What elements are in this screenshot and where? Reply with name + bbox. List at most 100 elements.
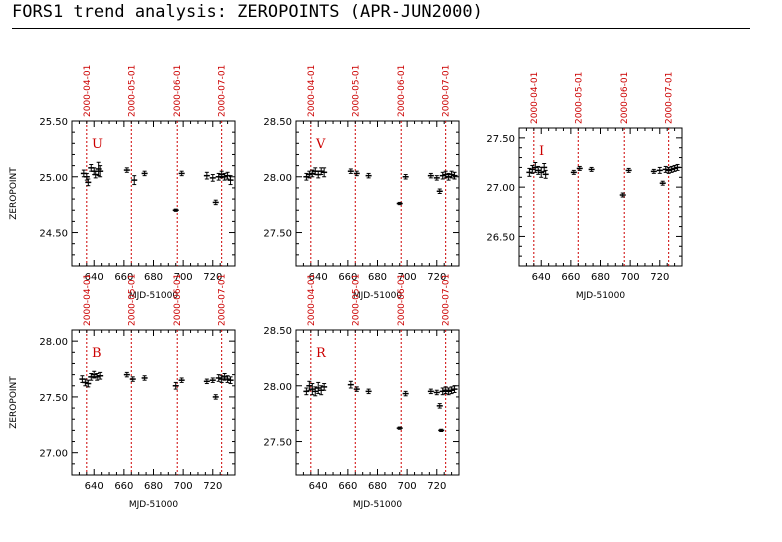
data-point bbox=[123, 371, 130, 378]
data-point bbox=[665, 166, 672, 174]
data-point bbox=[439, 387, 446, 396]
band-label: I bbox=[539, 144, 544, 159]
x-tick-label: 660 bbox=[338, 481, 357, 492]
data-point bbox=[365, 388, 372, 395]
date-marker-label: 2000-06-01 bbox=[620, 72, 630, 124]
x-tick-label: 640 bbox=[85, 481, 104, 492]
data-point bbox=[209, 377, 216, 383]
data-point bbox=[92, 170, 99, 179]
data-point bbox=[625, 167, 632, 173]
band-label: B bbox=[92, 346, 102, 361]
data-point bbox=[306, 170, 313, 179]
x-tick-label: 720 bbox=[427, 481, 446, 492]
data-point bbox=[353, 170, 360, 177]
data-point bbox=[221, 172, 228, 181]
y-tick-label: 24.50 bbox=[39, 229, 68, 240]
x-tick-label: 680 bbox=[144, 481, 163, 492]
data-point bbox=[570, 169, 577, 175]
data-point bbox=[671, 164, 678, 172]
x-axis-label: MJD-51000 bbox=[353, 500, 403, 510]
x-axis-label: MJD-51000 bbox=[353, 291, 403, 301]
data-point bbox=[321, 383, 328, 391]
data-point bbox=[656, 166, 663, 174]
y-axis-label: ZEROPOINT bbox=[9, 376, 19, 429]
data-point bbox=[178, 170, 185, 177]
data-point bbox=[172, 208, 179, 212]
data-point bbox=[203, 378, 210, 385]
date-marker-label: 2000-04-01 bbox=[307, 65, 317, 117]
data-point bbox=[141, 170, 148, 177]
chart-panel-i: 2000-04-01 2000-05-01 2000-06-01 2000-07-01… bbox=[486, 72, 683, 301]
date-marker-label: 2000-04-01 bbox=[83, 274, 93, 326]
x-tick-label: 640 bbox=[85, 272, 104, 283]
data-point bbox=[97, 165, 104, 178]
y-tick-label: 27.50 bbox=[39, 393, 68, 404]
date-marker-label: 2000-05-01 bbox=[127, 65, 137, 117]
y-tick-label: 28.00 bbox=[39, 337, 68, 348]
data-point bbox=[436, 188, 443, 194]
x-tick-label: 700 bbox=[398, 481, 417, 492]
data-point bbox=[178, 377, 185, 383]
data-point bbox=[659, 180, 666, 186]
data-point bbox=[448, 170, 455, 179]
x-tick-label: 640 bbox=[532, 272, 551, 283]
x-tick-label: 660 bbox=[338, 272, 357, 283]
date-marker-label: 2000-07-01 bbox=[218, 65, 228, 117]
data-point bbox=[203, 171, 210, 180]
data-point bbox=[85, 178, 92, 187]
data-point bbox=[212, 199, 219, 206]
y-tick-label: 27.50 bbox=[263, 229, 292, 240]
x-tick-label: 720 bbox=[203, 272, 222, 283]
data-point bbox=[129, 376, 136, 382]
y-tick-label: 26.50 bbox=[486, 232, 515, 243]
data-point bbox=[451, 385, 458, 393]
x-tick-label: 660 bbox=[114, 272, 133, 283]
x-tick-label: 700 bbox=[174, 481, 193, 492]
date-marker-label: 2000-04-01 bbox=[83, 65, 93, 117]
y-axis-label: ZEROPOINT bbox=[9, 167, 19, 220]
data-point bbox=[209, 174, 216, 182]
data-point bbox=[172, 381, 179, 390]
data-point bbox=[433, 389, 440, 396]
date-marker-label: 2000-05-01 bbox=[127, 274, 137, 326]
data-point bbox=[95, 161, 102, 177]
data-point bbox=[227, 376, 234, 385]
x-axis-label: MJD-51000 bbox=[129, 291, 179, 301]
title-divider bbox=[12, 28, 750, 29]
data-point bbox=[442, 386, 449, 395]
data-point bbox=[123, 167, 130, 173]
data-point bbox=[619, 192, 626, 198]
y-tick-label: 27.00 bbox=[39, 449, 68, 460]
data-point bbox=[542, 169, 549, 179]
date-marker-label: 2000-07-01 bbox=[665, 72, 675, 124]
data-point bbox=[427, 172, 434, 179]
data-point bbox=[224, 375, 231, 383]
x-tick-label: 660 bbox=[561, 272, 580, 283]
data-point bbox=[365, 172, 372, 179]
data-point bbox=[218, 170, 225, 179]
data-point bbox=[347, 380, 354, 389]
data-point bbox=[315, 381, 322, 395]
data-point bbox=[436, 403, 443, 409]
data-point bbox=[438, 428, 445, 432]
data-point bbox=[451, 171, 458, 180]
y-tick-label: 27.50 bbox=[486, 134, 515, 145]
data-point bbox=[526, 167, 533, 177]
x-tick-label: 700 bbox=[174, 272, 193, 283]
x-tick-label: 720 bbox=[203, 481, 222, 492]
data-point bbox=[218, 375, 225, 383]
y-tick-label: 25.50 bbox=[39, 117, 68, 128]
data-point bbox=[141, 375, 148, 381]
date-marker-label: 2000-05-01 bbox=[351, 65, 361, 117]
data-point bbox=[427, 388, 434, 395]
data-point bbox=[674, 163, 681, 171]
x-axis-label: MJD-51000 bbox=[576, 291, 626, 301]
date-marker-label: 2000-07-01 bbox=[218, 274, 228, 326]
data-point bbox=[396, 426, 403, 430]
y-tick-label: 27.50 bbox=[263, 438, 292, 449]
data-point bbox=[303, 387, 310, 396]
data-point bbox=[318, 167, 325, 176]
chart-panel-v: 2000-04-01 2000-05-01 2000-06-01 2000-07-01… bbox=[263, 65, 460, 301]
y-tick-label: 27.00 bbox=[486, 183, 515, 194]
